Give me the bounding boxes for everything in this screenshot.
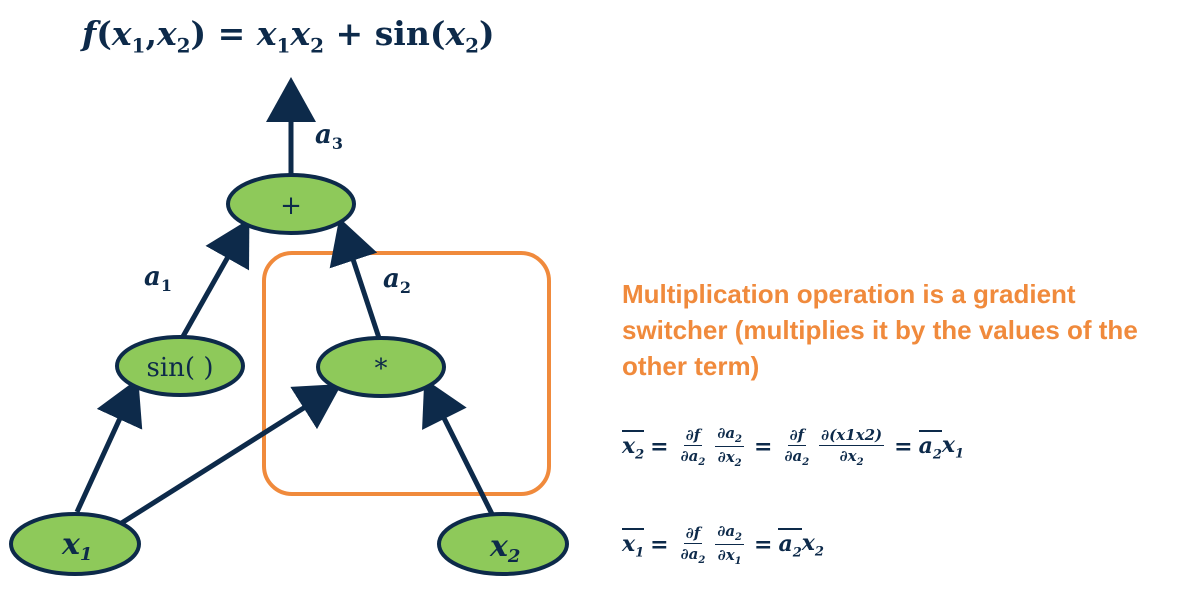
formula-sin-open: ( [429, 14, 446, 53]
eq1-equals-2: = [754, 433, 773, 460]
edge-x1-to-sin [74, 378, 143, 514]
eq1-equals-1: = [650, 433, 669, 460]
node-x1-label: x1 [61, 527, 92, 565]
edge-sin-to-plus [178, 218, 250, 342]
gradient-switcher-note: Multiplication operation is a gradient s… [622, 279, 1138, 381]
eq1-rhs-a: a2 [918, 430, 942, 463]
eq1-frac-3: ∂f ∂a2 [784, 425, 810, 468]
eq2-rhs-x: x2 [801, 529, 824, 560]
eq1-frac-2: ∂a2 ∂x2 [715, 424, 745, 469]
formula-comma: , [145, 14, 157, 53]
edge-x1-to-mul [118, 383, 342, 527]
eq1-frac-1: ∂f ∂a2 [680, 425, 706, 468]
eq1-lhs: x2 [622, 430, 645, 463]
function-formula: f(x1,x2) = x1x2 + sin(x2) [82, 14, 495, 58]
formula-term-x2: x [290, 14, 311, 53]
node-mul-label: * [375, 354, 388, 384]
eq2-equals-2: = [754, 531, 773, 558]
edge-mul-to-plus [329, 217, 383, 342]
node-mul: * [316, 336, 446, 398]
formula-x1-sub: 1 [131, 33, 146, 58]
formula-open-paren: ( [96, 14, 112, 53]
eq1-rhs-x: x1 [941, 431, 965, 462]
formula-x2: x [156, 14, 177, 53]
node-x1: x1 [9, 512, 141, 576]
equation-x2-bar: x2 = ∂f ∂a2 ∂a2 ∂x2 = ∂f ∂a2 ∂(x1x2) ∂x2 = a… [622, 424, 964, 469]
formula-sin-arg: x [445, 14, 466, 53]
formula-sin-arg-sub: 2 [465, 33, 480, 58]
edge-label-a2: a2 [383, 264, 411, 297]
formula-term-x1: x [256, 14, 277, 53]
formula-sin: sin [374, 14, 430, 53]
formula-f: f [82, 14, 97, 53]
eq2-frac-1: ∂f ∂a2 [680, 523, 706, 566]
node-sin: sin( ) [115, 335, 245, 397]
highlight-box [262, 251, 551, 496]
node-plus: + [226, 173, 356, 235]
eq2-equals-1: = [650, 531, 669, 558]
formula-term-x2-sub: 2 [310, 33, 325, 58]
eq1-equals-3: = [894, 433, 913, 460]
eq2-lhs: x1 [622, 528, 645, 561]
formula-close-paren: ) [190, 14, 207, 53]
node-x2: x2 [437, 512, 569, 576]
node-plus-label: + [280, 191, 302, 221]
formula-sin-close: ) [479, 14, 495, 53]
formula-term-x1-sub: 1 [276, 33, 291, 58]
formula-plus: + [335, 14, 364, 53]
formula-x1: x [111, 14, 132, 53]
edge-label-a1: a1 [144, 262, 172, 295]
edge-label-a3: a3 [315, 120, 343, 153]
eq1-frac-4: ∂(x1x2) ∂x2 [819, 425, 885, 468]
eq2-rhs-a: a2 [778, 528, 802, 561]
edge-x2-to-mul [422, 378, 495, 516]
node-sin-label: sin( ) [147, 353, 214, 383]
eq2-frac-2: ∂a2 ∂x1 [715, 522, 745, 567]
node-x2-label: x2 [489, 529, 520, 567]
formula-equals: = [217, 14, 246, 53]
formula-x2-sub: 2 [176, 33, 191, 58]
equation-x1-bar: x1 = ∂f ∂a2 ∂a2 ∂x1 = a2 x2 [622, 522, 824, 567]
